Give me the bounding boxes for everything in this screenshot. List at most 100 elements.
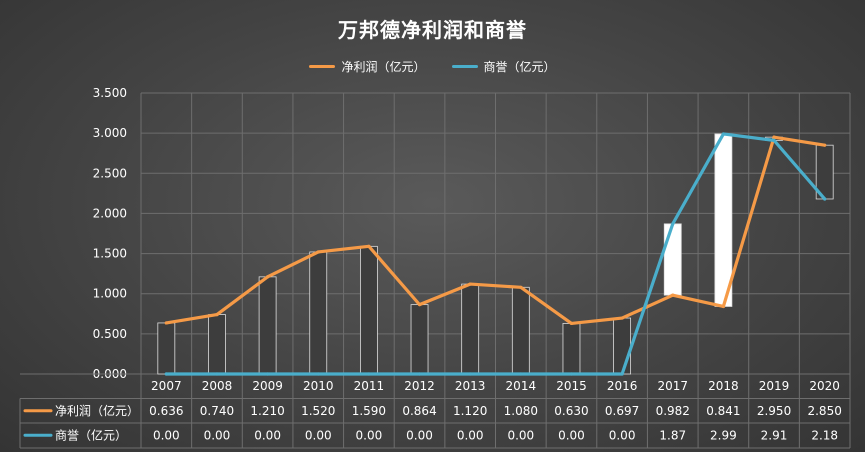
y-tick-label: 3.000 bbox=[93, 126, 127, 140]
x-tick-label: 2020 bbox=[809, 379, 840, 393]
table-cell: 0.697 bbox=[605, 404, 639, 418]
up-down-bar bbox=[511, 286, 530, 375]
x-tick-label: 2016 bbox=[607, 379, 638, 393]
x-tick-label: 2010 bbox=[303, 379, 334, 393]
table-cell: 2.18 bbox=[811, 428, 838, 442]
legend: 净利润（亿元） 商誉（亿元） bbox=[0, 58, 865, 75]
x-tick-label: 2014 bbox=[506, 379, 537, 393]
up-down-bar bbox=[410, 304, 429, 375]
x-tick-label: 2012 bbox=[404, 379, 435, 393]
table-cell: 0.00 bbox=[305, 428, 332, 442]
x-tick-label: 2008 bbox=[202, 379, 233, 393]
point-net-profit bbox=[164, 321, 168, 325]
x-tick-label: 2017 bbox=[657, 379, 688, 393]
point-net-profit bbox=[215, 312, 219, 317]
legend-label-net-profit: 净利润（亿元） bbox=[341, 60, 426, 74]
x-tick-label: 2019 bbox=[759, 379, 790, 393]
table-cell: 0.00 bbox=[609, 428, 636, 442]
y-tick-label: 2.000 bbox=[93, 206, 127, 220]
table-series-name-goodwill: 商誉（亿元） bbox=[55, 427, 127, 442]
chart-title: 万邦德净利润和商誉 bbox=[338, 18, 527, 42]
table-cell: 2.99 bbox=[710, 428, 737, 442]
table-cell: 0.00 bbox=[558, 428, 585, 442]
table-cell: 1.590 bbox=[352, 404, 386, 418]
y-tick-label: 3.500 bbox=[93, 86, 127, 100]
point-net-profit bbox=[823, 143, 827, 147]
table-cell: 0.636 bbox=[149, 404, 183, 418]
point-goodwill bbox=[823, 197, 827, 201]
up-down-bar bbox=[461, 283, 480, 375]
series-line-goodwill bbox=[164, 132, 827, 376]
point-goodwill bbox=[569, 372, 574, 376]
table-cell: 0.864 bbox=[402, 404, 436, 418]
x-tick-label: 2011 bbox=[354, 379, 385, 393]
point-net-profit bbox=[569, 321, 574, 326]
table-cell: 0.00 bbox=[507, 428, 534, 442]
up-down-bar bbox=[359, 245, 378, 375]
up-down-bar bbox=[157, 322, 176, 375]
point-goodwill bbox=[266, 372, 270, 376]
table-cell: 0.00 bbox=[406, 428, 433, 442]
point-net-profit bbox=[519, 285, 523, 289]
table-cell: 0.00 bbox=[204, 428, 231, 442]
table-cell: 1.520 bbox=[301, 404, 335, 418]
legend-label-goodwill: 商誉（亿元） bbox=[483, 60, 556, 74]
point-goodwill bbox=[316, 372, 320, 376]
point-net-profit bbox=[367, 244, 371, 248]
legend-swatch-net-profit bbox=[309, 65, 336, 68]
point-net-profit bbox=[620, 316, 624, 320]
x-tick-label: 2013 bbox=[455, 379, 486, 393]
up-down-bar bbox=[309, 251, 328, 375]
legend-item-net-profit: 净利润（亿元） bbox=[309, 58, 426, 75]
series-line-net-profit bbox=[164, 135, 827, 326]
up-down-bar bbox=[562, 323, 581, 375]
y-tick-label: 2.500 bbox=[93, 166, 127, 180]
point-goodwill bbox=[164, 372, 168, 376]
table-cell: 2.91 bbox=[761, 428, 788, 442]
table-cell: 0.630 bbox=[554, 404, 588, 418]
y-tick-label: 1.000 bbox=[93, 287, 127, 301]
point-net-profit bbox=[772, 135, 776, 139]
x-tick-label: 2007 bbox=[151, 379, 182, 393]
table-cell: 0.841 bbox=[706, 404, 740, 418]
table-cell: 2.950 bbox=[757, 404, 791, 418]
legend-swatch-goodwill bbox=[451, 65, 478, 68]
table-cell: 1.87 bbox=[659, 428, 686, 442]
point-goodwill bbox=[367, 372, 371, 376]
table-cell: 1.080 bbox=[504, 404, 538, 418]
point-net-profit bbox=[266, 275, 270, 279]
up-down-bar bbox=[258, 276, 277, 375]
point-goodwill bbox=[215, 372, 219, 376]
x-tick-label: 2018 bbox=[708, 379, 739, 393]
table-cell: 0.00 bbox=[254, 428, 281, 442]
point-goodwill bbox=[519, 372, 523, 376]
y-tick-label: 1.500 bbox=[93, 247, 127, 261]
y-tick-label: 0.500 bbox=[93, 327, 127, 341]
point-net-profit bbox=[721, 304, 725, 309]
table-cell: 1.120 bbox=[453, 404, 487, 418]
table-cell: 0.982 bbox=[656, 404, 690, 418]
table-cell: 0.740 bbox=[200, 404, 234, 418]
table-series-name-net-profit: 净利润（亿元） bbox=[55, 403, 139, 418]
point-goodwill bbox=[620, 372, 624, 376]
up-down-bar bbox=[663, 223, 682, 296]
table-cell: 1.210 bbox=[250, 404, 284, 418]
point-net-profit bbox=[417, 303, 422, 307]
up-down-bar bbox=[208, 314, 226, 375]
up-down-bar bbox=[714, 133, 733, 307]
x-tick-label: 2009 bbox=[252, 379, 283, 393]
x-tick-label: 2015 bbox=[556, 379, 587, 393]
point-goodwill bbox=[772, 138, 776, 142]
point-goodwill bbox=[417, 372, 422, 376]
point-goodwill bbox=[721, 132, 725, 136]
point-goodwill bbox=[671, 222, 675, 226]
legend-item-goodwill: 商誉（亿元） bbox=[451, 58, 556, 75]
table-cell: 0.00 bbox=[356, 428, 383, 442]
point-net-profit bbox=[671, 293, 675, 297]
table-cell: 0.00 bbox=[153, 428, 180, 442]
point-net-profit bbox=[468, 282, 472, 286]
point-goodwill bbox=[468, 372, 472, 376]
up-down-bar bbox=[613, 317, 632, 375]
point-net-profit bbox=[316, 250, 320, 254]
